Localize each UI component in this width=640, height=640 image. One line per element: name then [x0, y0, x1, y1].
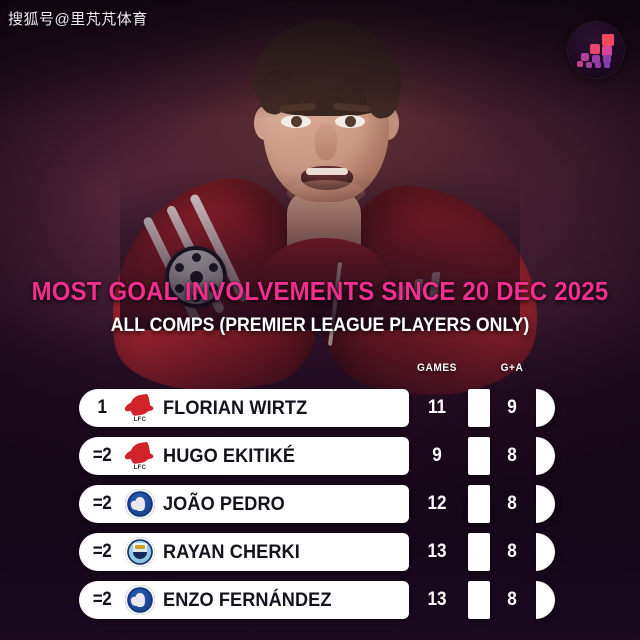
- lfc-text: LFC: [133, 465, 147, 471]
- rank-value: =2: [92, 589, 112, 610]
- player-pill: =2 JOÃO PEDRO: [79, 485, 409, 523]
- column-headers: GAMES G+A: [0, 362, 640, 378]
- player-pill: =2 ENZO FERNÁNDEZ: [79, 581, 409, 619]
- club-crest-lfc-icon: LFC: [125, 393, 155, 423]
- table-row: =2 JOÃO PEDRO 12 8: [0, 485, 640, 523]
- rank-value: =2: [92, 541, 112, 562]
- table-row: =2 LFC HUGO EKITIKÉ 9 8: [0, 437, 640, 475]
- column-separator: [468, 389, 490, 427]
- club-crest-mci-icon: [125, 537, 155, 567]
- column-header-ga: G+A: [500, 362, 524, 374]
- ga-value: 8: [507, 445, 517, 466]
- top-fade-overlay: [0, 0, 640, 120]
- row-end-cap: [536, 389, 555, 427]
- table-row: 1 LFC FLORIAN WIRTZ 11 9: [0, 389, 640, 427]
- page-title: MOST GOAL INVOLVEMENTS SINCE 20 DEC 2025: [31, 278, 609, 306]
- row-end-cap: [536, 533, 555, 571]
- lfc-text: LFC: [133, 417, 147, 423]
- column-header-games: GAMES: [417, 362, 457, 374]
- games-value: 9: [432, 445, 442, 466]
- page-subtitle: ALL COMPS (PREMIER LEAGUE PLAYERS ONLY): [110, 315, 530, 336]
- row-end-cap: [536, 485, 555, 523]
- player-pill: =2 RAYAN CHERKI: [79, 533, 409, 571]
- chelsea-lion-icon: [135, 497, 145, 511]
- column-separator: [468, 485, 490, 523]
- games-value: 12: [427, 493, 447, 514]
- column-separator: [468, 437, 490, 475]
- player-name: HUGO EKITIKÉ: [163, 444, 296, 467]
- club-crest-cfc-icon: [125, 585, 155, 615]
- club-crest-cfc-icon: [125, 489, 155, 519]
- watermark-text: 搜狐号@里芃芃体育: [8, 11, 148, 28]
- table-row: =2 RAYAN CHERKI 13 8: [0, 533, 640, 571]
- liver-bird-icon: [128, 441, 152, 465]
- city-shield-icon: [133, 543, 147, 559]
- player-name: FLORIAN WIRTZ: [163, 396, 308, 419]
- player-name: RAYAN CHERKI: [163, 540, 300, 563]
- chelsea-lion-icon: [135, 593, 145, 607]
- ga-value: 8: [507, 589, 517, 610]
- liver-bird-icon: [128, 393, 152, 417]
- games-value: 11: [427, 397, 447, 418]
- ranking-table: 1 LFC FLORIAN WIRTZ 11 9 =2 LFC HUGO EKITIKÉ 9 8 =…: [0, 389, 640, 629]
- table-row: =2 ENZO FERNÁNDEZ 13 8: [0, 581, 640, 619]
- player-name: ENZO FERNÁNDEZ: [163, 588, 332, 611]
- player-name: JOÃO PEDRO: [163, 492, 285, 515]
- ga-value: 8: [507, 541, 517, 562]
- row-end-cap: [536, 581, 555, 619]
- title-block: MOST GOAL INVOLVEMENTS SINCE 20 DEC 2025…: [0, 278, 640, 337]
- rank-value: =2: [92, 445, 112, 466]
- games-value: 13: [427, 589, 447, 610]
- club-crest-lfc-icon: LFC: [125, 441, 155, 471]
- row-end-cap: [536, 437, 555, 475]
- rank-value: 1: [97, 397, 107, 418]
- brand-logo-icon: [568, 22, 624, 78]
- player-pill: 1 LFC FLORIAN WIRTZ: [79, 389, 409, 427]
- column-separator: [468, 533, 490, 571]
- games-value: 13: [427, 541, 447, 562]
- column-separator: [468, 581, 490, 619]
- ga-value: 9: [507, 397, 517, 418]
- player-pill: =2 LFC HUGO EKITIKÉ: [79, 437, 409, 475]
- rank-value: =2: [92, 493, 112, 514]
- ga-value: 8: [507, 493, 517, 514]
